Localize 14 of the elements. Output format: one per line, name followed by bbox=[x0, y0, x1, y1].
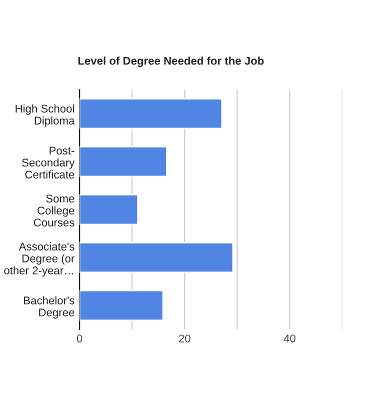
y-tick-label: Associate's Degree (or other 2-year… bbox=[4, 242, 75, 277]
y-tick-label: Bachelor's Degree bbox=[24, 296, 74, 319]
bar bbox=[80, 146, 168, 178]
bar bbox=[80, 98, 223, 130]
x-tick-label: 20 bbox=[179, 334, 190, 342]
y-tick-label: Some College Courses bbox=[34, 194, 74, 226]
x-tick-label: 0 bbox=[76, 334, 82, 342]
chart-title: Level of Degree Needed for the Job bbox=[78, 56, 264, 67]
bar bbox=[80, 242, 234, 274]
bar bbox=[80, 290, 164, 322]
bar bbox=[80, 194, 139, 226]
x-tick-label: 40 bbox=[284, 334, 296, 342]
y-tick-label: Post- Secondary Certificate bbox=[22, 146, 75, 178]
y-tick-label: High School Diploma bbox=[16, 104, 75, 127]
